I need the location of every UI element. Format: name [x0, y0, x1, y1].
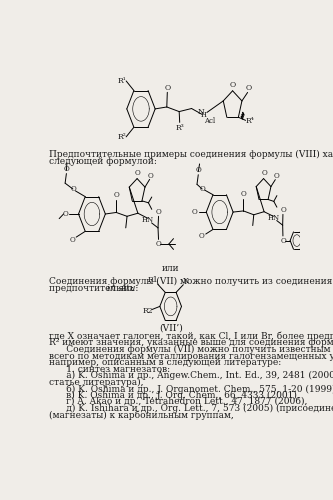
Text: например, описанным в следующей литературе:: например, описанным в следующей литерату… [49, 358, 282, 367]
Text: X: X [183, 277, 189, 285]
Text: следующей формулой:: следующей формулой: [49, 157, 157, 166]
Text: O: O [71, 186, 76, 194]
Text: г) A. Akao и др., Tetrahedron Lett., 47, 1877 (2006),: г) A. Akao и др., Tetrahedron Lett., 47,… [49, 398, 308, 406]
Text: всего по методикам металлирования галогензамещенных углеводородов,: всего по методикам металлирования галоге… [49, 352, 333, 360]
Text: O: O [156, 208, 162, 216]
Text: предпочтительно :: предпочтительно : [49, 284, 139, 293]
Text: in situ: in situ [108, 284, 136, 293]
Text: Предпочтительные примеры соединения формулы (VIII) характеризуются: Предпочтительные примеры соединения форм… [49, 150, 333, 160]
Text: H: H [200, 112, 206, 120]
Text: O: O [241, 190, 246, 198]
Text: (магнезаты) к карбонильным группам,: (магнезаты) к карбонильным группам, [49, 410, 234, 420]
Text: R⁴: R⁴ [245, 117, 254, 125]
Text: R³: R³ [175, 124, 184, 132]
Text: O: O [114, 190, 119, 198]
Text: б) K. Oshima и др., J. Organomet. Chem., 575, 1-20 (1999),: б) K. Oshima и др., J. Organomet. Chem.,… [49, 384, 333, 394]
Text: HN: HN [142, 216, 154, 224]
Text: O: O [196, 166, 201, 173]
Text: O: O [62, 210, 68, 218]
Text: Соединения формулы (VII) можно получить известным способом, прежде: Соединения формулы (VII) можно получить … [49, 345, 333, 354]
Text: 1. синтез магнезатов:: 1. синтез магнезатов: [49, 364, 170, 374]
Text: N: N [197, 108, 204, 116]
Text: R2: R2 [142, 307, 153, 315]
Text: R¹: R¹ [117, 77, 126, 85]
Text: в) K. Oshima и др., J. Org. Chem., 66, 4333 (2001),: в) K. Oshima и др., J. Org. Chem., 66, 4… [49, 391, 300, 400]
Text: O: O [230, 80, 236, 88]
Text: O: O [135, 169, 141, 177]
Text: R²: R² [117, 133, 126, 141]
Text: O: O [64, 165, 69, 173]
Text: O: O [165, 84, 170, 92]
Text: O: O [156, 240, 162, 248]
Text: R1: R1 [148, 276, 159, 283]
Text: O: O [70, 236, 75, 244]
Text: O: O [148, 172, 154, 179]
Text: O: O [246, 84, 252, 92]
Text: O: O [280, 206, 286, 214]
Text: а) K. Oshima и др., Angew.Chem., Int. Ed., 39, 2481 (2000) (и цитированная в: а) K. Oshima и др., Angew.Chem., Int. Ed… [49, 371, 333, 380]
Text: :: : [130, 284, 133, 293]
Text: O: O [191, 208, 197, 216]
Text: O: O [200, 185, 205, 193]
Text: статье литература),: статье литература), [49, 378, 144, 387]
Text: O: O [261, 169, 267, 177]
Text: (VII’): (VII’) [159, 323, 182, 332]
Text: или: или [162, 264, 179, 273]
Text: O: O [273, 172, 279, 180]
Text: д) K. Ishihara и др., Org. Lett., 7, 573 (2005) (присоединение триалкил MgLi-: д) K. Ishihara и др., Org. Lett., 7, 573… [49, 404, 333, 413]
Text: R² имеют значения, указанные выше для соединения формулы (VIII).: R² имеют значения, указанные выше для со… [49, 338, 333, 347]
Text: Соединения формулы (VII) можно получить из соединения формулы (VII’),: Соединения формулы (VII) можно получить … [49, 277, 333, 286]
Text: O: O [280, 236, 286, 244]
Text: O: O [199, 232, 205, 240]
Text: Acl: Acl [204, 117, 215, 125]
Text: где X означает галоген, такой, как Cl, I или Br, более предпочтительно Br, а R¹ : где X означает галоген, такой, как Cl, I… [49, 332, 333, 341]
Text: HN: HN [267, 214, 279, 222]
